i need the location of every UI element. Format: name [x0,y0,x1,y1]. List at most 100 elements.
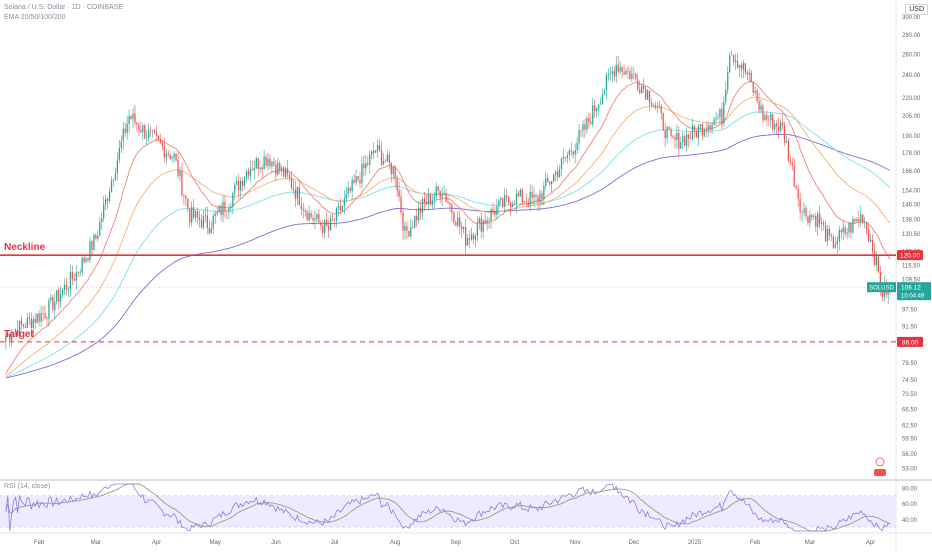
candle [318,208,320,225]
x-tick-label: Oct [510,540,520,546]
candle [615,56,617,84]
candle-body [660,107,662,114]
candle [202,209,205,231]
candle [592,97,594,128]
candle-body [171,157,173,159]
candle [527,197,529,208]
candle [73,273,75,281]
candle [106,197,109,210]
candle [511,201,514,208]
candle-body [582,124,584,131]
y-tick-label: 97.50 [902,308,918,314]
candle [817,210,819,237]
candle-body [435,186,437,197]
candle [547,173,549,183]
candle [566,151,568,164]
candle [762,103,764,124]
candle-body [161,142,164,147]
candle-body [367,163,369,165]
candle-body [531,192,533,198]
candle [578,123,580,151]
rsi-line [5,483,891,532]
candle [832,234,835,250]
rsi-title[interactable]: RSI (14, close) [4,483,51,490]
candle [18,320,21,339]
currency-button[interactable]: USD [905,4,928,15]
candle-body [631,73,633,80]
ema-indicator-label[interactable]: EMA 20/50/100/200 [4,14,66,21]
candle-body [864,222,866,223]
candle [584,119,586,138]
candle-body [253,168,255,171]
candle [214,210,216,224]
candle [697,124,700,147]
candle-body [374,150,377,153]
candle [384,159,387,163]
candle [554,169,557,182]
candle-body [427,194,430,205]
candle-body [762,105,764,121]
candle [648,90,651,112]
candle [132,107,134,128]
candle-body [79,272,81,274]
y-tick-label: 62.50 [902,424,918,430]
candle-body [879,271,881,288]
candle-body [650,102,653,105]
candle-body [339,205,342,211]
candle [684,134,686,147]
candle [459,210,461,235]
candle-body [500,198,502,201]
candle-body [408,230,410,237]
candle-body [196,211,199,218]
candle-body [466,238,469,246]
candle [175,153,177,162]
candle [662,112,664,132]
candle [427,188,430,212]
candle [333,217,336,228]
candle-body [150,130,152,132]
candle [844,224,846,238]
candle [126,116,128,140]
candle [85,256,87,264]
candle-body [701,124,703,136]
candle-body [453,212,455,223]
target-price-badge [897,336,923,347]
candle-body [255,158,257,169]
candle [646,88,649,101]
candle [486,216,488,231]
candle-body [533,194,535,198]
candle [523,200,525,205]
candle [693,124,696,138]
candle [674,134,676,149]
ema-50-line [5,96,891,377]
candle [758,92,760,114]
candle-body [496,206,498,215]
candle-body [251,169,254,171]
candle [277,157,279,177]
candle-body [296,187,298,199]
candle [699,124,702,132]
candle-body [329,219,332,231]
candle-body [89,241,91,261]
candle-body [492,209,494,212]
candle-body [543,185,545,200]
rsi-tick-label: 60.00 [902,502,918,508]
candle-body [744,63,746,73]
candle-body [881,287,883,298]
candle [535,192,537,203]
candle-body [11,337,13,341]
candle-body [805,208,807,217]
candle [627,65,629,80]
candle [642,78,645,93]
candle-body [136,122,138,125]
candle-body [5,336,7,342]
candle [283,166,285,178]
candle-body [558,169,561,177]
candle-body [169,154,171,159]
candle-body [232,193,234,207]
candle-body [748,72,750,75]
candle-body [423,198,426,203]
candle [200,214,203,229]
